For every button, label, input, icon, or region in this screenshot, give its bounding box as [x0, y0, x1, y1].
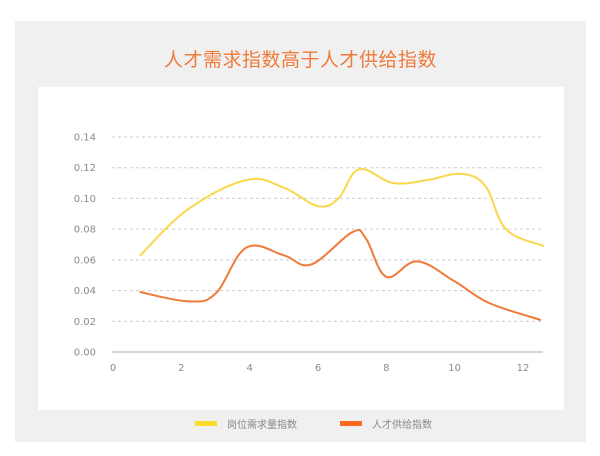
y-tick-label: 0.02: [74, 317, 96, 328]
legend-item-demand[interactable]: 岗位需求量指数: [195, 416, 297, 431]
legend-label: 岗位需求量指数: [227, 420, 297, 431]
x-tick-label: 0: [110, 363, 116, 374]
line-chart: 0.00 0.02 0.04 0.06 0.08 0.10 0.12 0.14 0 2 4 6 8 10…: [74, 133, 545, 374]
chart-title: 人才需求指数高于人才供给指数: [163, 49, 437, 71]
y-tick-label: 0.12: [74, 163, 96, 174]
y-tick-label: 0.06: [74, 255, 96, 266]
legend-swatch-yellow: [195, 421, 217, 426]
legend-label: 人才供给指数: [372, 420, 432, 431]
legend-swatch-orange: [340, 421, 362, 426]
legend-item-supply[interactable]: 人才供给指数: [340, 416, 432, 431]
plot-card: 0.00 0.02 0.04 0.06 0.08 0.10 0.12 0.14 0 2 4 6 8 10…: [38, 87, 564, 410]
y-tick-label: 0.04: [74, 286, 96, 297]
y-tick-label: 0.10: [74, 194, 96, 205]
y-tick-label: 0.08: [74, 225, 96, 236]
chart-panel: 人才需求指数高于人才供给指数 0.00 0.02 0.04 0.06 0.08 0.10 0…: [15, 21, 586, 442]
x-tick-label: 6: [315, 363, 321, 374]
gridlines: [112, 136, 543, 322]
y-axis-ticks: 0.00 0.02 0.04 0.06 0.08 0.10 0.12 0.14: [74, 133, 96, 359]
x-tick-label: 4: [246, 363, 252, 374]
x-tick-label: 10: [448, 363, 461, 374]
x-tick-label: 8: [383, 363, 389, 374]
x-tick-label: 12: [517, 363, 530, 374]
x-tick-label: 2: [178, 363, 184, 374]
legend: 岗位需求量指数 人才供给指数: [15, 416, 586, 436]
supply-index-line: [139, 228, 542, 321]
y-tick-label: 0.00: [74, 348, 96, 359]
x-axis-ticks: 0 2 4 6 8 10 12: [110, 363, 530, 374]
demand-index-line: [139, 168, 545, 257]
y-tick-label: 0.14: [74, 133, 96, 144]
